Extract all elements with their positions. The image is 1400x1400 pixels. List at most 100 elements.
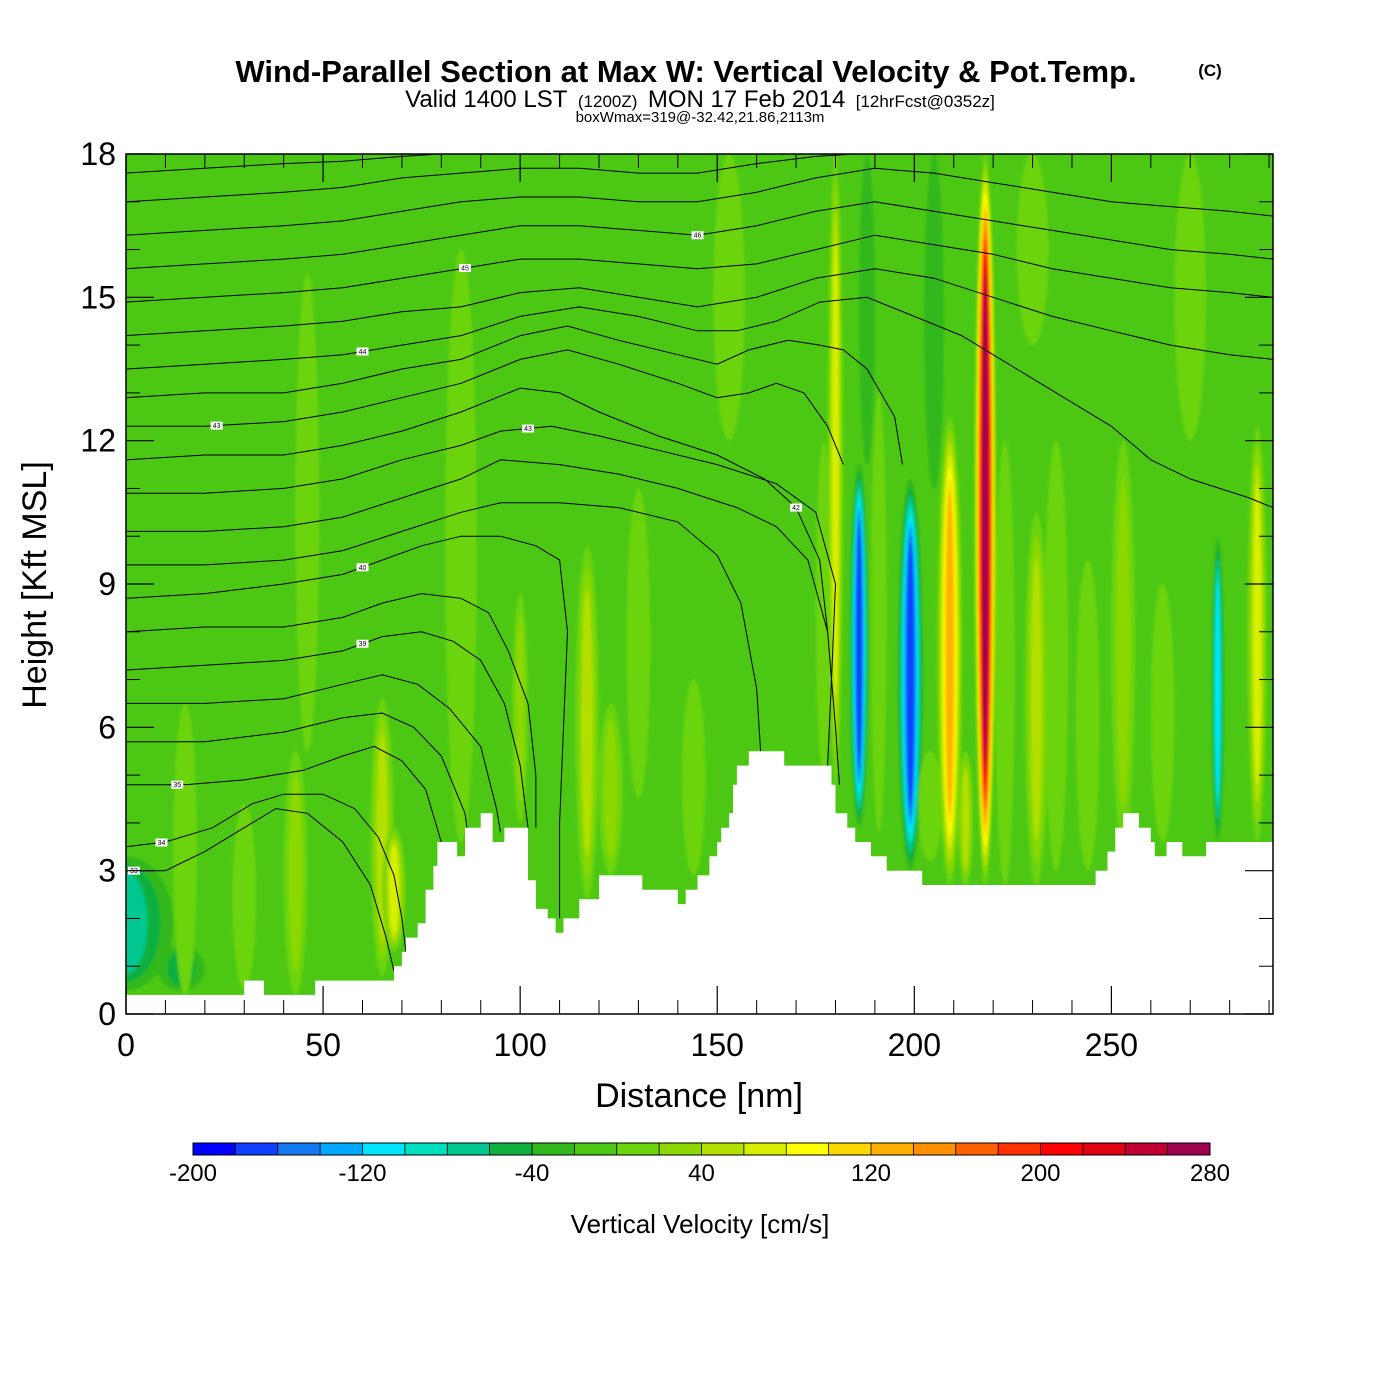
w-feature xyxy=(126,856,174,991)
w-contour-band xyxy=(288,773,303,973)
axis-ticks: 0 50 100 150 200 250 0 3 6 9 12 15 18 xyxy=(80,136,1273,1063)
theta-contour xyxy=(126,593,537,828)
theta-contour xyxy=(126,793,407,952)
colorbar-swatch xyxy=(1040,1143,1084,1155)
x-tick-label: 250 xyxy=(1085,1027,1138,1063)
theta-label: 44 xyxy=(359,349,367,356)
w-feature xyxy=(897,478,923,871)
colorbar-swatch xyxy=(193,1143,236,1155)
colorbar-swatch xyxy=(1167,1143,1211,1155)
theta-label: 46 xyxy=(694,233,702,240)
potential-temperature-contours: 33 34 35 39 40 43 42 43 44 45 46 xyxy=(126,154,1273,972)
w-contour-band xyxy=(515,614,525,802)
w-feature xyxy=(924,154,944,489)
theta-contour xyxy=(126,349,844,465)
w-contour-band xyxy=(982,279,988,760)
colorbar-swatch xyxy=(277,1143,321,1155)
w-feature xyxy=(232,803,257,991)
theta-contour xyxy=(126,674,501,833)
w-contour-band xyxy=(870,392,887,833)
boxwmax-note: boxWmax=319@-32.42,21.86,2113m xyxy=(576,109,825,126)
w-feature xyxy=(870,392,887,833)
colorbar-swatch xyxy=(574,1143,618,1155)
w-feature xyxy=(681,679,706,876)
theta-contour xyxy=(126,201,1273,270)
w-feature xyxy=(1044,440,1069,871)
chart-title: Wind-Parallel Section at Max W: Vertical… xyxy=(235,54,1136,89)
colorbar-swatch xyxy=(1125,1143,1169,1155)
w-contour-band xyxy=(859,154,875,465)
theta-contour xyxy=(126,535,569,919)
w-contour-band xyxy=(832,241,839,698)
w-contour-band xyxy=(389,844,399,935)
colorbar-swatch xyxy=(320,1143,363,1155)
copyright-mark: (C) xyxy=(1198,61,1222,80)
theta-label-box xyxy=(356,639,369,648)
colorbar-swatch xyxy=(659,1143,702,1155)
w-contour-band xyxy=(1116,478,1131,810)
w-feature xyxy=(957,751,974,885)
theta-contour xyxy=(126,234,1273,303)
y-tick-label: 12 xyxy=(80,423,116,459)
w-contour-band xyxy=(856,523,862,770)
theta-label: 45 xyxy=(461,266,469,273)
colorbar-label: Vertical Velocity [cm/s] xyxy=(571,1209,830,1239)
theta-label-box xyxy=(458,264,471,273)
w-feature xyxy=(713,154,745,441)
w-contour-band xyxy=(295,273,320,752)
y-tick-label: 15 xyxy=(80,279,116,315)
y-tick-label: 0 xyxy=(98,996,116,1032)
theta-label-box xyxy=(356,347,369,356)
theta-label-box xyxy=(691,231,704,240)
w-contour-band xyxy=(626,488,651,799)
theta-label-box xyxy=(171,780,184,789)
colorbar-swatch xyxy=(998,1143,1041,1155)
theta-contour xyxy=(126,502,762,752)
x-tick-label: 100 xyxy=(493,1027,546,1063)
theta-label-box xyxy=(210,421,223,430)
w-feature xyxy=(173,703,197,995)
w-feature xyxy=(1211,536,1225,842)
y-axis-title: Height [Kft MSL] xyxy=(16,461,54,709)
w-feature xyxy=(974,154,997,885)
theta-contour xyxy=(126,167,1273,236)
colorbar-swatch xyxy=(532,1143,575,1155)
colorbar-swatch xyxy=(913,1143,957,1155)
theta-label: 43 xyxy=(524,426,532,433)
theta-label: 35 xyxy=(173,782,181,789)
colorbar-swatch xyxy=(701,1143,745,1155)
w-contour-band xyxy=(1075,560,1100,871)
colorbar-tick-label: 200 xyxy=(1020,1160,1060,1187)
colorbar-swatch xyxy=(871,1143,914,1155)
w-feature xyxy=(382,827,406,952)
w-contour-band xyxy=(995,440,1015,885)
terrain-mask xyxy=(126,751,1273,1014)
theta-label-box xyxy=(790,503,803,512)
x-axis-title: Distance [nm] xyxy=(595,1077,803,1115)
w-contour-band xyxy=(603,719,618,860)
w-contour-band xyxy=(906,542,914,808)
w-contour-band xyxy=(173,703,197,995)
w-contour-band xyxy=(126,872,148,974)
w-feature xyxy=(849,464,869,828)
w-feature xyxy=(283,751,308,995)
theta-contour xyxy=(126,631,529,828)
colorbar-tick-label: -120 xyxy=(338,1160,386,1187)
colorbar-swatch xyxy=(235,1143,279,1155)
theta-contour xyxy=(126,296,1273,509)
theta-contour xyxy=(126,387,829,632)
theta-contour xyxy=(126,808,395,972)
y-tick-label: 9 xyxy=(98,566,116,602)
w-contour-band xyxy=(1031,558,1042,840)
w-feature xyxy=(1075,560,1100,871)
theta-label: 33 xyxy=(130,868,138,875)
w-contour-band xyxy=(1253,483,1262,785)
vertical-velocity-field xyxy=(126,154,1268,995)
w-feature xyxy=(598,703,623,876)
theta-label-box xyxy=(356,563,369,572)
y-tick-label: 18 xyxy=(80,136,116,172)
w-feature xyxy=(1111,440,1136,847)
colorbar-tick-label: 280 xyxy=(1190,1160,1230,1187)
colorbar-swatch xyxy=(828,1143,872,1155)
